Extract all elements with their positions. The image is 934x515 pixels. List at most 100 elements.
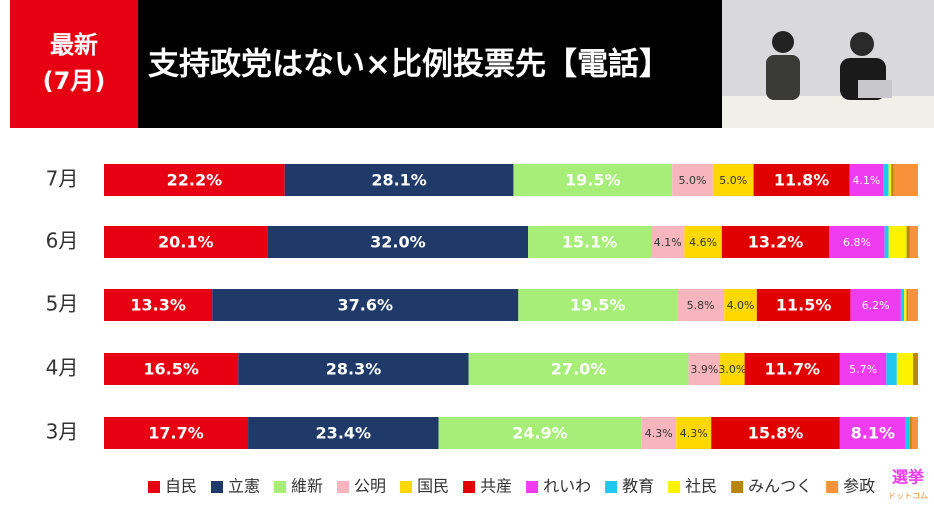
bar-segment (104, 164, 285, 196)
logo: 選挙 (892, 468, 924, 487)
legend-label: 教育 (622, 477, 654, 496)
category-label: 5月 (46, 292, 79, 316)
value-label: 4.3% (645, 427, 673, 440)
value-label: 11.5% (776, 296, 832, 315)
value-label: 6.8% (843, 236, 871, 249)
bar-segment (753, 164, 850, 196)
bar-segment (641, 417, 677, 449)
value-label: 32.0% (370, 233, 426, 252)
legend-swatch (826, 481, 839, 493)
legend-swatch (337, 481, 350, 493)
bar-segment (528, 226, 652, 258)
value-label: 4.0% (727, 299, 755, 312)
legend-swatch (668, 481, 681, 493)
bar-segment (886, 353, 897, 385)
person-head (772, 31, 794, 53)
bar-segment (438, 417, 642, 449)
bar-segment (248, 417, 439, 449)
video-inset (722, 0, 934, 128)
value-label: 4.6% (689, 236, 717, 249)
bar-segment (677, 289, 725, 321)
value-label: 22.2% (167, 171, 223, 190)
bar-segment (744, 353, 840, 385)
value-label: 5.8% (687, 299, 715, 312)
value-label: 28.3% (326, 360, 382, 379)
bar-segment (212, 289, 519, 321)
legend-swatch (463, 481, 476, 493)
bar-segment (756, 289, 851, 321)
bar-segment (724, 289, 757, 321)
bar-segment (850, 289, 901, 321)
bar-segment (468, 353, 689, 385)
bar-segment (684, 226, 722, 258)
bar-segment (904, 289, 907, 321)
person-body (766, 55, 800, 100)
legend-label: 社民 (685, 477, 717, 496)
value-label: 37.6% (338, 296, 394, 315)
value-label: 8.1% (851, 424, 895, 443)
bar-segment (839, 353, 887, 385)
value-label: 23.4% (316, 424, 372, 443)
bar-segment (688, 353, 721, 385)
value-label: 13.3% (130, 296, 186, 315)
bar-segment (909, 417, 912, 449)
bar-segment (676, 417, 712, 449)
value-label: 4.3% (680, 427, 708, 440)
logo: ドットコム (888, 492, 928, 501)
bar-segment (513, 164, 673, 196)
legend-label: 参政 (843, 477, 875, 496)
value-label: 11.8% (774, 171, 830, 190)
value-label: 11.7% (764, 360, 820, 379)
bar-segment (720, 353, 745, 385)
laptop (858, 80, 892, 98)
bar-segment (884, 226, 889, 258)
bar-segment (891, 164, 894, 196)
value-label: 24.9% (512, 424, 568, 443)
legend-swatch (731, 481, 744, 493)
person-head (850, 32, 874, 56)
bar-segment (711, 417, 840, 449)
bar-segment (911, 417, 918, 449)
value-label: 15.8% (748, 424, 804, 443)
legend-swatch (274, 481, 287, 493)
value-label: 27.0% (551, 360, 607, 379)
bar-segment (104, 417, 249, 449)
legend-label: れいわ (543, 477, 591, 496)
bar-segment (896, 353, 914, 385)
value-label: 3.0% (718, 363, 746, 376)
value-label: 16.5% (143, 360, 199, 379)
bar-segment (518, 289, 678, 321)
value-label: 15.1% (562, 233, 618, 252)
badge-text: 最新 (50, 31, 98, 59)
legend-swatch (526, 481, 539, 493)
legend-swatch (605, 481, 618, 493)
legend-swatch (148, 481, 160, 493)
bar-segment (913, 353, 918, 385)
bar-segment (721, 226, 830, 258)
category-label: 4月 (46, 356, 79, 380)
legend-label: 自民 (165, 477, 197, 496)
value-label: 5.0% (679, 174, 707, 187)
badge-text: (7月) (43, 67, 106, 95)
value-label: 17.7% (148, 424, 204, 443)
bar-segment (908, 289, 918, 321)
value-label: 20.1% (158, 233, 214, 252)
badge (10, 0, 138, 128)
bar-segment (712, 164, 754, 196)
value-label: 5.0% (719, 174, 747, 187)
legend-swatch (400, 481, 413, 493)
bar-segment (672, 164, 713, 196)
value-label: 3.9% (690, 363, 718, 376)
bar-segment (909, 226, 918, 258)
bar-segment (238, 353, 469, 385)
bar-segment (906, 289, 909, 321)
value-label: 19.5% (565, 171, 621, 190)
bar-segment (882, 164, 889, 196)
value-label: 6.2% (862, 299, 890, 312)
bar-segment (829, 226, 885, 258)
legend-label: 立憲 (228, 477, 260, 496)
bar-segment (900, 289, 905, 321)
legend-label: 共産 (480, 477, 512, 496)
value-label: 13.2% (748, 233, 804, 252)
desk (722, 96, 934, 128)
